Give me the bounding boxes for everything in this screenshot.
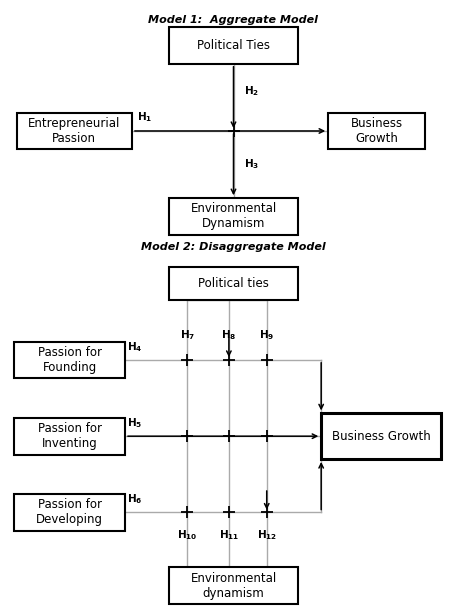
Bar: [17, 113, 132, 149]
Text: $\mathbf{H_4}$: $\mathbf{H_4}$: [127, 340, 143, 354]
Text: Passion for
Founding: Passion for Founding: [38, 346, 102, 374]
Bar: [169, 567, 298, 604]
Text: $\mathbf{H_1}$: $\mathbf{H_1}$: [136, 110, 152, 124]
Text: $\mathbf{H_5}$: $\mathbf{H_5}$: [127, 416, 143, 430]
Text: Political Ties: Political Ties: [197, 39, 270, 52]
Text: Entrepreneurial
Passion: Entrepreneurial Passion: [28, 117, 120, 145]
Bar: [169, 27, 298, 64]
Bar: [169, 198, 298, 235]
Text: Environmental
Dynamism: Environmental Dynamism: [191, 203, 276, 230]
Text: Passion for
Developing: Passion for Developing: [36, 498, 103, 527]
Text: Business Growth: Business Growth: [332, 430, 431, 443]
Text: $\mathbf{H_{10}}$: $\mathbf{H_{10}}$: [177, 528, 198, 541]
Bar: [321, 413, 441, 459]
Bar: [14, 494, 125, 531]
Text: Passion for
Inventing: Passion for Inventing: [38, 422, 102, 450]
Bar: [14, 342, 125, 378]
Text: Model 1:  Aggregate Model: Model 1: Aggregate Model: [149, 15, 318, 25]
Text: $\mathbf{H_{12}}$: $\mathbf{H_{12}}$: [257, 528, 277, 541]
Text: $\mathbf{H_2}$: $\mathbf{H_2}$: [244, 84, 259, 98]
Text: $\mathbf{H_7}$: $\mathbf{H_7}$: [180, 328, 195, 342]
Text: Environmental
dynamism: Environmental dynamism: [191, 572, 276, 600]
Text: $\mathbf{H_{11}}$: $\mathbf{H_{11}}$: [219, 528, 239, 541]
Bar: [328, 113, 425, 149]
Text: $\mathbf{H_6}$: $\mathbf{H_6}$: [127, 493, 143, 506]
Text: $\mathbf{H_3}$: $\mathbf{H_3}$: [244, 158, 259, 171]
Bar: [169, 267, 298, 301]
Text: $\mathbf{H_9}$: $\mathbf{H_9}$: [259, 328, 275, 342]
Text: $\mathbf{H_8}$: $\mathbf{H_8}$: [221, 328, 237, 342]
Text: Business
Growth: Business Growth: [351, 117, 403, 145]
Text: Model 2: Disaggregate Model: Model 2: Disaggregate Model: [141, 242, 326, 252]
Bar: [14, 418, 125, 455]
Text: Political ties: Political ties: [198, 277, 269, 290]
